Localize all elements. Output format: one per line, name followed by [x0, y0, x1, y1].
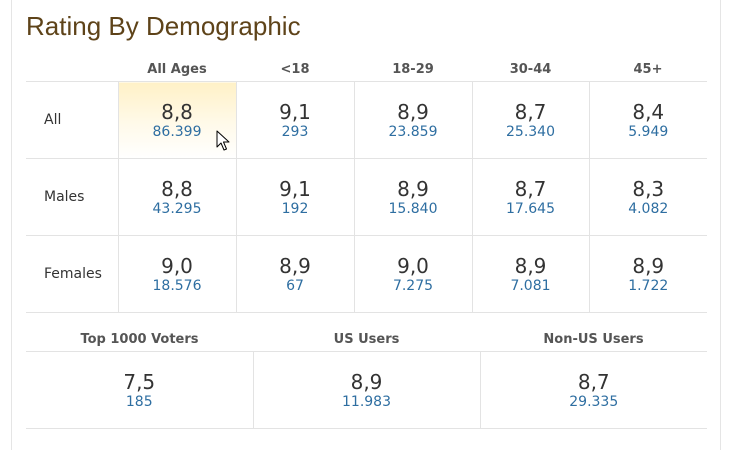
table-row-all: All 8,8 86.399 9,1 293 8,9 23.859 8,7 25.340…: [26, 81, 707, 159]
rating-cell[interactable]: 8,7 29.335: [479, 351, 707, 429]
age-header-under-18: <18: [236, 57, 354, 82]
vote-count-link[interactable]: 15.840: [388, 200, 438, 217]
corner-cell: [26, 57, 118, 82]
vote-count-link[interactable]: 86.399: [152, 123, 202, 140]
header-non-us-users: Non-US Users: [480, 328, 707, 352]
header-top-1000-voters: Top 1000 Voters: [26, 328, 253, 352]
page-title: Rating By Demographic: [26, 11, 301, 41]
mouse-pointer-icon: [216, 130, 230, 151]
age-header-45-plus: 45+: [589, 57, 707, 82]
rating-value: 8,9: [397, 99, 429, 124]
rating-cell[interactable]: 9,1 293: [235, 81, 354, 159]
vote-count-link[interactable]: 23.859: [388, 123, 438, 140]
table-row-males: Males 8,8 43.295 9,1 192 8,9 15.840 8,7 17.6…: [26, 158, 707, 236]
rating-value: 8,7: [514, 176, 547, 201]
demographic-table: All Ages <18 18-29 30-44 45+ All 8,8 86.3…: [26, 57, 707, 313]
rating-cell[interactable]: 8,9 15.840: [353, 158, 472, 236]
row-label: Males: [26, 158, 118, 236]
rating-value: 8,9: [279, 253, 311, 278]
rating-cell[interactable]: 8,9 67: [235, 235, 354, 313]
rating-cell[interactable]: 8,7 17.645: [471, 158, 589, 236]
rating-value: 8,7: [577, 369, 610, 394]
rating-value: 8,3: [632, 176, 665, 201]
vote-count-link[interactable]: 11.983: [342, 393, 391, 410]
rating-value: 8,8: [161, 176, 193, 201]
rating-cell[interactable]: 8,3 4.082: [588, 158, 707, 236]
rating-cell[interactable]: 8,7 25.340: [471, 81, 589, 159]
vote-count-link[interactable]: 192: [281, 200, 309, 217]
rating-value: 8,9: [632, 253, 665, 278]
vote-count-link[interactable]: 5.949: [628, 123, 669, 140]
rating-value: 8,9: [514, 253, 547, 278]
age-header-row: All Ages <18 18-29 30-44 45+: [26, 57, 707, 82]
rating-cell[interactable]: 8,9 23.859: [353, 81, 472, 159]
rating-value: 8,9: [397, 176, 429, 201]
vote-count-link[interactable]: 7.081: [510, 277, 551, 294]
vote-count-link[interactable]: 29.335: [569, 393, 619, 410]
rating-value: 9,1: [279, 176, 311, 201]
rating-value: 8,4: [632, 99, 665, 124]
vote-count-link[interactable]: 18.576: [152, 277, 202, 294]
ratings-panel: [11, 0, 721, 450]
rating-value: 9,1: [279, 99, 311, 124]
rating-cell[interactable]: 8,8 86.399: [117, 81, 236, 159]
user-group-header-row: Top 1000 Voters US Users Non-US Users: [26, 328, 707, 352]
age-header-30-44: 30-44: [472, 57, 589, 82]
rating-cell[interactable]: 8,9 7.081: [471, 235, 589, 313]
vote-count-link[interactable]: 1.722: [628, 277, 669, 294]
rating-cell[interactable]: 8,8 43.295: [117, 158, 236, 236]
user-group-table: Top 1000 Voters US Users Non-US Users 7,…: [26, 328, 707, 429]
vote-count-link[interactable]: 25.340: [506, 123, 555, 140]
rating-cell[interactable]: 8,9 11.983: [252, 351, 480, 429]
vote-count-link[interactable]: 43.295: [152, 200, 202, 217]
row-label: Females: [26, 235, 118, 313]
rating-cell[interactable]: 9,0 18.576: [117, 235, 236, 313]
vote-count-link[interactable]: 185: [125, 393, 153, 410]
rating-cell[interactable]: 7,5 185: [26, 351, 253, 429]
rating-value: 8,9: [350, 369, 383, 394]
rating-cell[interactable]: 8,4 5.949: [588, 81, 707, 159]
vote-count-link[interactable]: 7.275: [392, 277, 434, 294]
rating-value: 8,8: [161, 99, 193, 124]
rating-value: 8,7: [514, 99, 547, 124]
vote-count-link[interactable]: 293: [281, 123, 309, 140]
row-label: All: [26, 81, 118, 159]
rating-cell[interactable]: 9,1 192: [235, 158, 354, 236]
rating-value: 9,0: [161, 253, 193, 278]
vote-count-link[interactable]: 4.082: [628, 200, 669, 217]
table-row-user-groups: 7,5 185 8,9 11.983 8,7 29.335: [26, 351, 707, 429]
rating-cell[interactable]: 9,0 7.275: [353, 235, 472, 313]
header-us-users: US Users: [253, 328, 480, 352]
rating-value: 7,5: [123, 369, 156, 394]
age-header-18-29: 18-29: [354, 57, 472, 82]
age-header-all-ages: All Ages: [118, 57, 236, 82]
vote-count-link[interactable]: 67: [286, 277, 304, 294]
vote-count-link[interactable]: 17.645: [506, 200, 555, 217]
rating-value: 9,0: [397, 253, 429, 278]
rating-cell[interactable]: 8,9 1.722: [588, 235, 707, 313]
table-row-females: Females 9,0 18.576 8,9 67 9,0 7.275 8,9 7.08…: [26, 235, 707, 313]
